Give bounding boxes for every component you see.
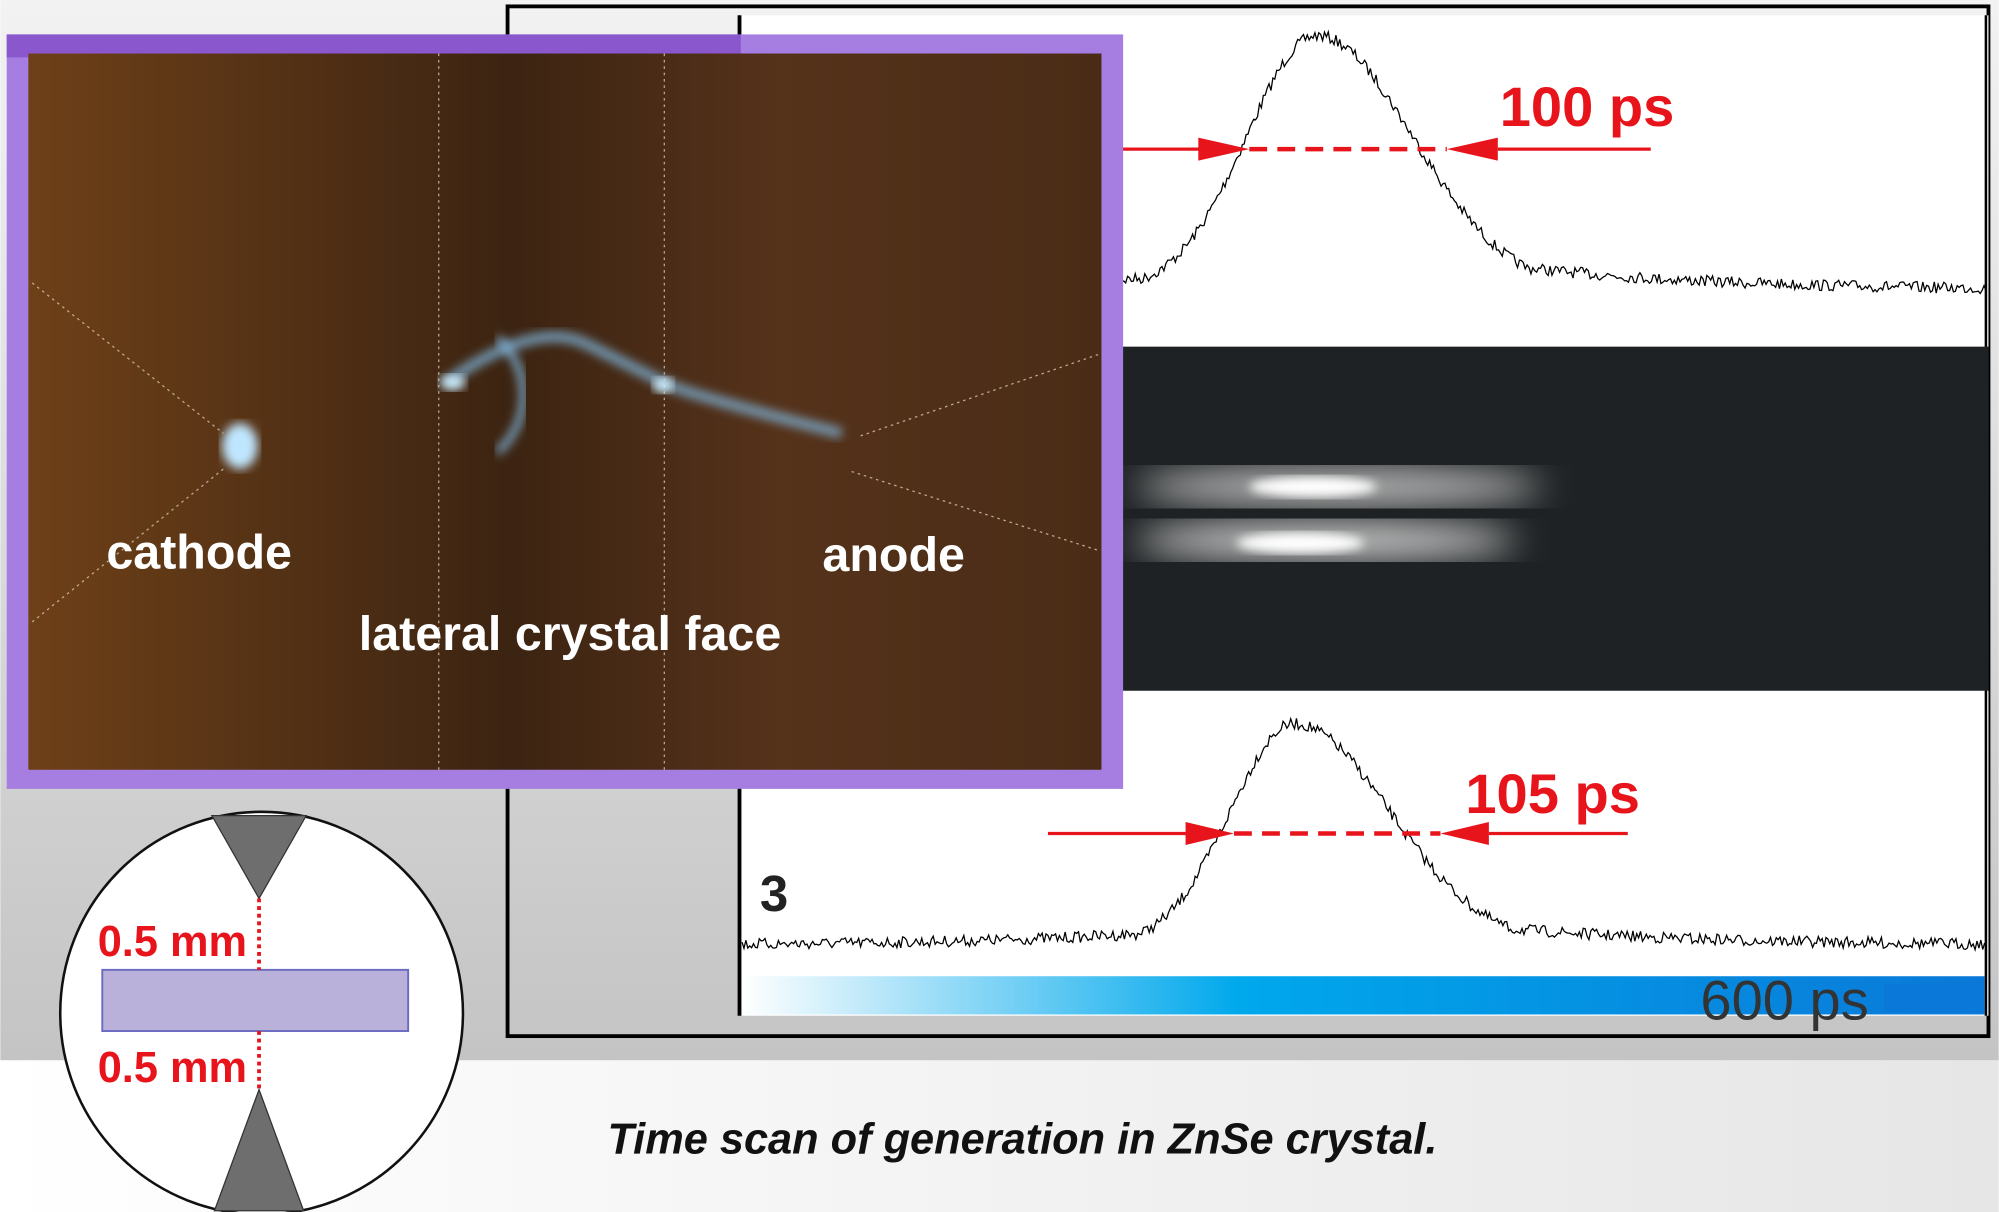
figure: 100 ps 105 ps 3 600 ps cathode anode lat… [0,0,1999,1212]
gap-label: 0.5 mm [98,1044,247,1092]
page: {"photo":{"labels":{"cathode":"cathode",… [0,0,1999,1212]
gap-label: 0.5 mm [98,918,247,966]
trace-index: 3 [760,865,788,922]
schematic [60,812,463,1212]
photo-label: lateral crystal face [359,607,782,661]
streak-image [1103,347,1989,691]
caption: Time scan of generation in ZnSe crystal. [607,1115,1437,1163]
photo-label: anode [822,528,965,582]
time-arrow [1884,984,1983,1012]
photo-label: cathode [106,525,292,579]
scale-label: 600 ps [1700,969,1868,1032]
photo [7,34,1123,788]
width-label: 100 ps [1500,75,1675,138]
width-label: 105 ps [1465,762,1640,825]
